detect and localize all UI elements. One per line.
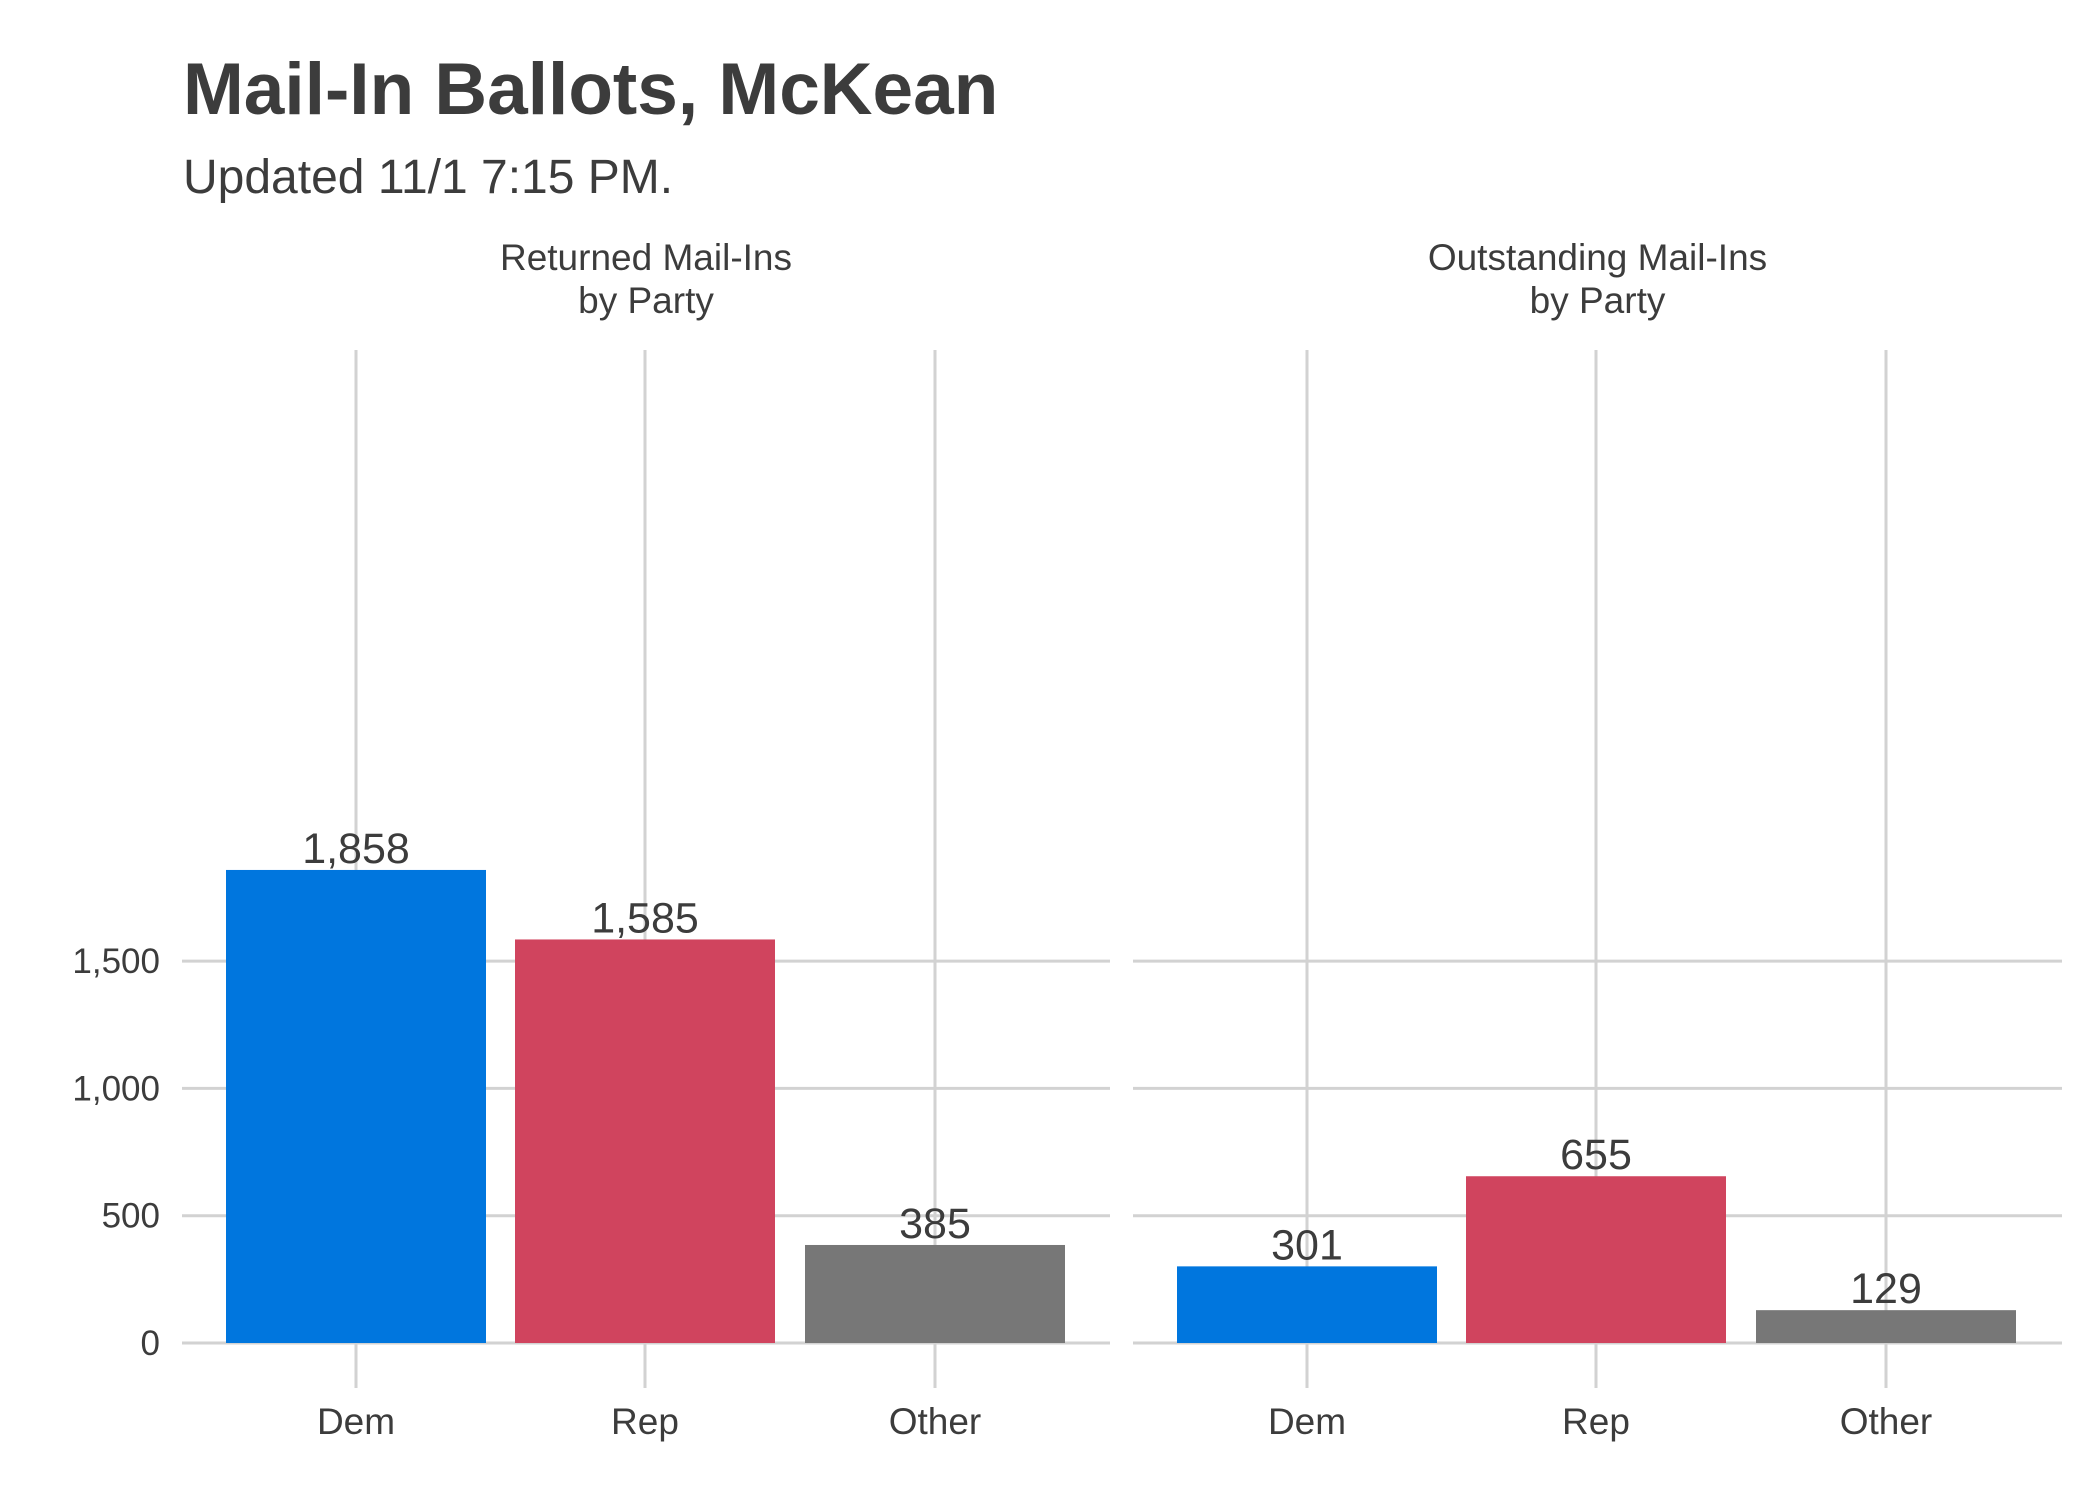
bar-value-label: 1,585 bbox=[591, 894, 699, 942]
bar-other bbox=[805, 1244, 1065, 1343]
x-tick-label: Dem bbox=[1268, 1401, 1346, 1442]
bar-value-label: 655 bbox=[1560, 1131, 1632, 1179]
bar-value-label: 1,858 bbox=[302, 825, 410, 873]
x-tick-label: Rep bbox=[611, 1401, 679, 1442]
x-tick-label: Other bbox=[1840, 1401, 1933, 1442]
y-tick-label: 500 bbox=[102, 1197, 160, 1236]
panel-title: by Party bbox=[578, 280, 714, 321]
panel-title: Outstanding Mail-Ins bbox=[1428, 237, 1767, 278]
y-tick-label: 1,500 bbox=[72, 942, 160, 981]
bar-value-label: 301 bbox=[1271, 1221, 1343, 1269]
bar-other bbox=[1756, 1310, 2016, 1343]
x-tick-label: Rep bbox=[1562, 1401, 1630, 1442]
x-tick-label: Dem bbox=[317, 1401, 395, 1442]
bar-dem bbox=[226, 869, 486, 1343]
y-tick-label: 0 bbox=[141, 1324, 160, 1363]
bar-value-label: 129 bbox=[1850, 1265, 1922, 1313]
y-tick-label: 1,000 bbox=[72, 1069, 160, 1108]
x-tick-label: Other bbox=[889, 1401, 982, 1442]
chart-subtitle: Updated 11/1 7:15 PM. bbox=[183, 151, 674, 204]
panel-title: by Party bbox=[1530, 280, 1666, 321]
chart-title: Mail-In Ballots, McKean bbox=[183, 49, 999, 130]
bar-rep bbox=[1466, 1176, 1726, 1343]
panel-title: Returned Mail-Ins bbox=[500, 237, 792, 278]
bar-dem bbox=[1177, 1266, 1437, 1343]
bar-value-label: 385 bbox=[899, 1200, 971, 1248]
bar-rep bbox=[515, 939, 775, 1343]
